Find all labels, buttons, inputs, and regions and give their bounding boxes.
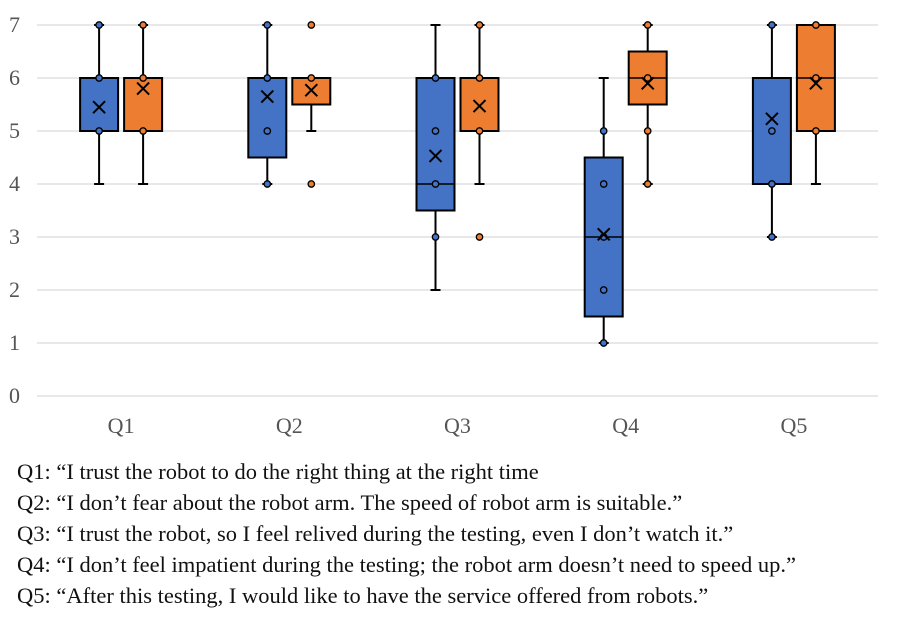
box xyxy=(459,77,500,132)
data-point xyxy=(307,21,316,29)
mean-marker xyxy=(809,76,823,91)
data-point xyxy=(139,21,147,29)
data-point xyxy=(475,74,484,82)
data-point xyxy=(263,127,272,135)
mean-marker xyxy=(136,81,150,96)
data-point xyxy=(599,286,608,294)
data-point xyxy=(599,127,608,135)
data-point xyxy=(812,74,820,82)
y-tick-label: 7 xyxy=(9,12,20,37)
mean-marker xyxy=(428,149,443,163)
y-tick-label: 4 xyxy=(9,171,20,196)
data-point xyxy=(599,339,608,347)
box-group xyxy=(415,24,456,291)
data-point xyxy=(768,127,776,135)
box-series xyxy=(79,21,836,347)
x-axis: Q1 Q2 Q3 Q4 Q5 xyxy=(108,413,808,438)
y-tick-label: 5 xyxy=(9,118,20,143)
box xyxy=(247,77,288,159)
data-point xyxy=(307,74,316,82)
mean-marker xyxy=(260,89,275,104)
data-point xyxy=(139,74,147,82)
data-point xyxy=(139,127,147,135)
box-group xyxy=(123,21,164,185)
box xyxy=(123,77,164,132)
data-point xyxy=(95,21,103,29)
mean-marker xyxy=(640,76,655,91)
box-group xyxy=(291,21,332,188)
mean-marker xyxy=(472,99,487,113)
data-point xyxy=(768,21,776,29)
mean-marker xyxy=(765,112,779,126)
data-point xyxy=(95,74,103,82)
box-group xyxy=(247,21,288,188)
data-point xyxy=(812,21,820,29)
data-point xyxy=(95,127,103,135)
mean-marker xyxy=(304,83,319,97)
data-point xyxy=(643,127,652,135)
data-point xyxy=(643,74,652,82)
caption-q3: Q3: “I trust the robot, so I feel relive… xyxy=(17,521,734,546)
data-point xyxy=(431,180,440,188)
y-tick-label: 2 xyxy=(9,277,20,302)
caption-q4: Q4: “I don’t feel impatient during the t… xyxy=(17,552,796,577)
caption-q1: Q1: “I trust the robot to do the right t… xyxy=(17,459,539,484)
y-tick-label: 3 xyxy=(9,224,20,249)
box xyxy=(415,77,456,212)
mean-marker xyxy=(596,227,611,242)
x-tick-label: Q3 xyxy=(444,413,471,438)
box-group xyxy=(583,77,624,347)
mean-marker xyxy=(92,100,106,114)
y-tick-label: 6 xyxy=(9,65,20,90)
box-group xyxy=(751,21,792,241)
data-point xyxy=(263,74,272,82)
x-tick-label: Q5 xyxy=(780,413,807,438)
data-point xyxy=(431,127,440,135)
data-point xyxy=(263,180,272,188)
data-point xyxy=(307,180,316,188)
data-point xyxy=(431,74,440,82)
box-group xyxy=(79,21,120,185)
data-point xyxy=(475,127,484,135)
data-point xyxy=(263,21,272,29)
data-point xyxy=(812,127,820,135)
data-point xyxy=(643,21,652,29)
box-group xyxy=(627,21,668,188)
data-point xyxy=(768,233,776,241)
box-group xyxy=(459,21,500,241)
x-tick-label: Q2 xyxy=(276,413,303,438)
box xyxy=(79,77,120,132)
y-tick-label: 0 xyxy=(9,383,20,408)
data-point xyxy=(475,21,484,29)
caption-q5: Q5: “After this testing, I would like to… xyxy=(17,583,709,608)
x-tick-label: Q4 xyxy=(612,413,639,438)
y-tick-label: 1 xyxy=(9,330,20,355)
x-tick-label: Q1 xyxy=(108,413,135,438)
box-group xyxy=(795,21,836,185)
box-plot-chart: 0 1 2 3 4 5 6 7 Q1 Q2 Q3 Q4 Q5 xyxy=(9,12,878,438)
data-point xyxy=(431,233,440,241)
data-point xyxy=(599,180,608,188)
data-point xyxy=(643,180,652,188)
caption-q2: Q2: “I don’t fear about the robot arm. T… xyxy=(17,490,683,515)
y-axis: 0 1 2 3 4 5 6 7 xyxy=(9,12,20,408)
gridlines xyxy=(37,24,878,397)
data-point xyxy=(475,233,484,241)
question-captions: Q1: “I trust the robot to do the right t… xyxy=(17,456,796,611)
data-point xyxy=(768,180,776,188)
